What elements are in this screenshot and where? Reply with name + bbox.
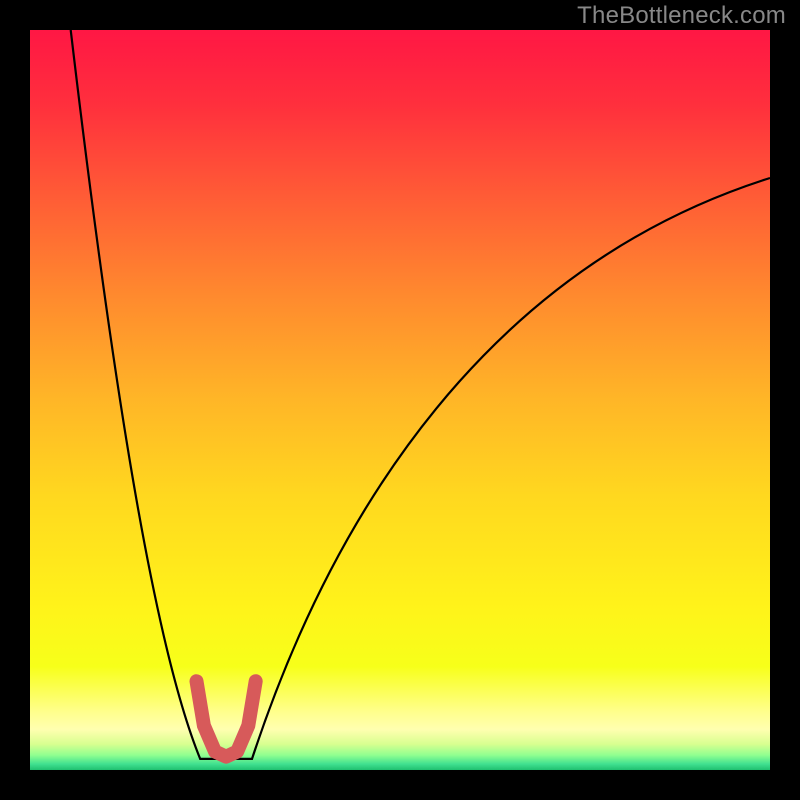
gradient-background (30, 30, 770, 770)
chart-svg (30, 30, 770, 770)
watermark-text: TheBottleneck.com (577, 2, 786, 30)
plot-area (30, 30, 770, 770)
